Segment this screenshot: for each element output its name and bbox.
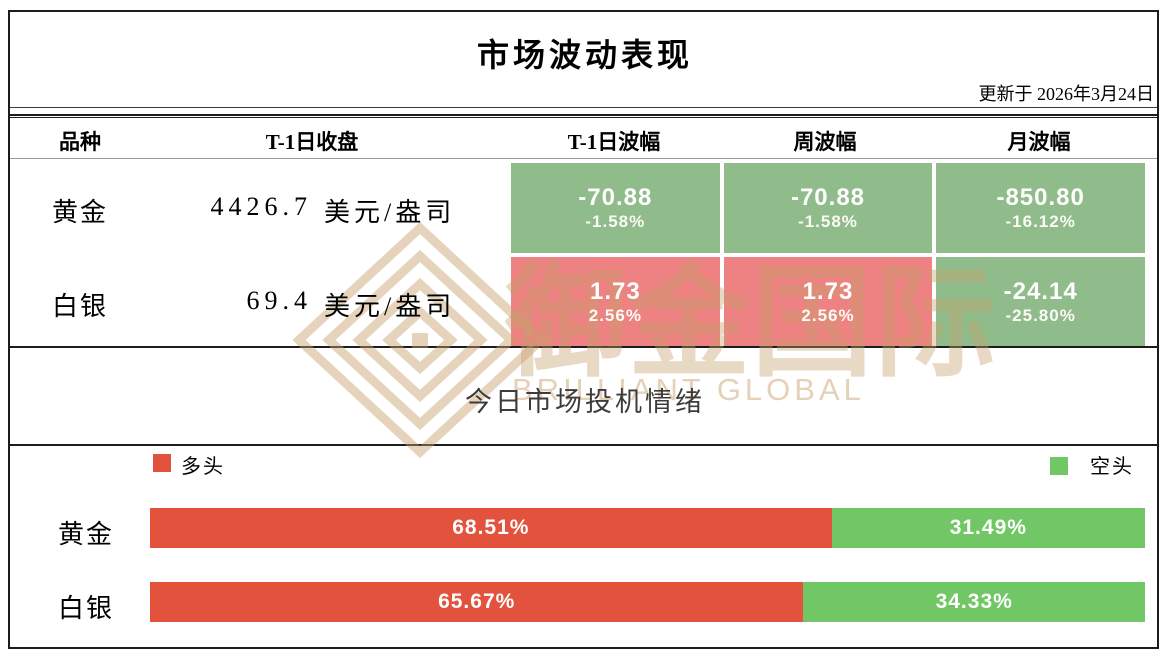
silver-bear-segment: 34.33% bbox=[803, 582, 1145, 622]
silver-bear-pct-label: 34.33% bbox=[935, 590, 1013, 613]
gold-month-range-value: -850.80 bbox=[996, 184, 1085, 211]
gold-week-range-value: -70.88 bbox=[790, 184, 866, 211]
updated-timestamp: 更新于 2026年3月24日 bbox=[978, 84, 1155, 104]
gold-day-range-pct: -1.58% bbox=[585, 211, 646, 231]
gold-day-range-cell: -70.88 -1.58% bbox=[511, 163, 720, 253]
table-header-underline bbox=[8, 158, 1159, 159]
gold-month-range-pct: -16.12% bbox=[1005, 211, 1076, 231]
silver-sentiment-bar: 65.67% 34.33% bbox=[150, 582, 1145, 622]
silver-close-unit: 美元/盎司 bbox=[324, 292, 456, 321]
col-header-week-range: 周波幅 bbox=[793, 130, 857, 154]
silver-bull-pct-label: 65.67% bbox=[438, 590, 516, 613]
gold-bear-pct-label: 31.49% bbox=[949, 516, 1027, 539]
silver-month-range-pct: -25.80% bbox=[1005, 305, 1076, 325]
silver-bull-segment: 65.67% bbox=[150, 582, 804, 622]
bull-legend-label: 多头 bbox=[181, 456, 225, 478]
bear-legend-swatch bbox=[1050, 457, 1068, 475]
table-top-double-line bbox=[8, 114, 1159, 118]
gold-volatility-cells: -70.88 -1.58% -70.88 -1.58% -850.80 -16.… bbox=[511, 163, 1146, 253]
gold-day-range-value: -70.88 bbox=[578, 184, 653, 211]
silver-day-range-value: 1.73 bbox=[589, 278, 641, 305]
gold-week-range-pct: -1.58% bbox=[798, 211, 858, 231]
brand-logo-icon bbox=[293, 222, 547, 458]
bear-legend-label: 空头 bbox=[1090, 456, 1134, 478]
silver-close-value: 69.4 bbox=[246, 286, 312, 315]
silver-week-range-value: 1.73 bbox=[802, 278, 854, 305]
gold-close-value: 4426.7 bbox=[210, 192, 312, 221]
silver-week-range-pct: 2.56% bbox=[801, 305, 855, 325]
bull-legend-swatch bbox=[153, 454, 171, 472]
gold-bull-segment: 68.51% bbox=[150, 508, 832, 548]
page-title: 市场波动表现 bbox=[476, 37, 693, 73]
silver-day-range-pct: 2.56% bbox=[588, 305, 642, 325]
silver-row-name: 白银 bbox=[52, 292, 109, 321]
gold-week-range-cell: -70.88 -1.58% bbox=[723, 163, 933, 253]
section-separator-bottom bbox=[8, 444, 1159, 446]
title-separator-line bbox=[8, 107, 1159, 108]
col-header-variety: 品种 bbox=[59, 130, 101, 154]
gold-bull-pct-label: 68.51% bbox=[452, 516, 530, 539]
col-header-close: T-1日收盘 bbox=[265, 130, 359, 154]
gold-bar-name: 黄金 bbox=[58, 520, 115, 549]
gold-row-name: 黄金 bbox=[52, 198, 109, 227]
silver-month-range-value: -24.14 bbox=[1003, 278, 1078, 305]
silver-week-range-cell: 1.73 2.56% bbox=[723, 257, 933, 347]
gold-close-unit: 美元/盎司 bbox=[324, 198, 456, 227]
section-separator-top bbox=[8, 346, 1159, 348]
gold-bear-segment: 31.49% bbox=[831, 508, 1145, 548]
sentiment-title: 今日市场投机情绪 bbox=[465, 387, 705, 417]
gold-sentiment-bar: 68.51% 31.49% bbox=[150, 508, 1145, 548]
col-header-day-range: T-1日波幅 bbox=[567, 130, 661, 154]
col-header-month-range: 月波幅 bbox=[1007, 130, 1071, 154]
silver-day-range-cell: 1.73 2.56% bbox=[511, 257, 720, 347]
silver-month-range-cell: -24.14 -25.80% bbox=[936, 257, 1146, 347]
gold-month-range-cell: -850.80 -16.12% bbox=[936, 163, 1146, 253]
silver-volatility-cells: 1.73 2.56% 1.73 2.56% -24.14 -25.80% bbox=[511, 257, 1146, 347]
silver-bar-name: 白银 bbox=[58, 594, 115, 623]
